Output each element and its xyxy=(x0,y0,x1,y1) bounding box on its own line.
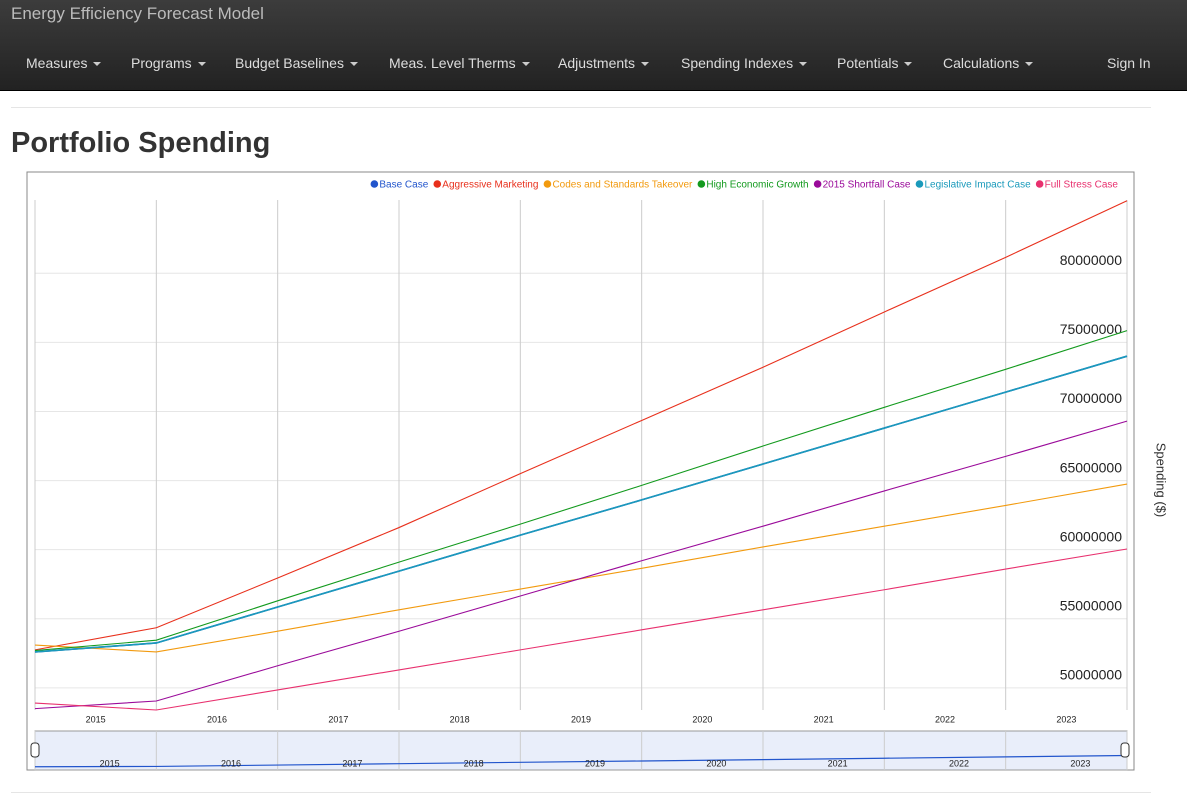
x-tick-label: 2019 xyxy=(571,714,591,724)
legend-label: 2015 Shortfall Case xyxy=(823,180,911,191)
menu-item[interactable]: Potentials xyxy=(837,55,912,71)
divider xyxy=(11,107,1151,108)
x-tick-label: 2022 xyxy=(935,714,955,724)
y-axis-label: Spending ($) xyxy=(1154,443,1169,517)
sign-in[interactable]: Sign In xyxy=(1107,55,1151,71)
range-handle[interactable] xyxy=(1120,742,1130,758)
x-tick-label: 2016 xyxy=(207,714,227,724)
range-tick-label: 2016 xyxy=(221,758,241,768)
range-tick-label: 2021 xyxy=(828,758,848,768)
y-tick-label: 65000000 xyxy=(1060,459,1123,475)
range-line xyxy=(34,754,1128,768)
navbar: Energy Efficiency Forecast Model Measure… xyxy=(0,0,1187,91)
range-tick-label: 2017 xyxy=(342,758,362,768)
series-line xyxy=(34,200,1128,651)
y-tick-label: 75000000 xyxy=(1060,321,1123,337)
y-tick-label: 50000000 xyxy=(1060,667,1123,683)
range-tick-label: 2019 xyxy=(585,758,605,768)
legend-dot xyxy=(370,180,379,188)
legend-dot xyxy=(1035,180,1044,188)
x-tick-label: 2015 xyxy=(86,714,106,724)
menu-item[interactable]: Budget Baselines xyxy=(235,55,358,71)
legend-dot xyxy=(543,180,552,188)
x-tick-label: 2023 xyxy=(1056,714,1076,724)
menu-item[interactable]: Measures xyxy=(26,55,101,71)
legend-dot xyxy=(915,180,924,188)
range-tick-label: 2018 xyxy=(464,758,484,768)
series-line xyxy=(34,355,1128,653)
range-tick-label: 2022 xyxy=(949,758,969,768)
x-tick-label: 2021 xyxy=(814,714,834,724)
legend-label: Codes and Standards Takeover xyxy=(552,180,693,191)
range-tick-label: 2020 xyxy=(706,758,726,768)
menu-item[interactable]: Adjustments xyxy=(558,55,649,71)
chart-frame xyxy=(26,171,1135,771)
y-tick-label: 55000000 xyxy=(1060,597,1123,613)
legend-label: Base Case xyxy=(379,180,428,191)
menu-item[interactable]: Programs xyxy=(131,55,206,71)
x-tick-label: 2020 xyxy=(692,714,712,724)
legend-dot xyxy=(813,180,822,188)
legend-dot xyxy=(433,180,442,188)
legend-label: Aggressive Marketing xyxy=(442,180,538,191)
y-tick-label: 70000000 xyxy=(1060,390,1123,406)
legend-dot xyxy=(697,180,706,188)
menu-item[interactable]: Meas. Level Therms xyxy=(389,55,530,71)
menu-item[interactable]: Calculations xyxy=(943,55,1033,71)
range-selector xyxy=(34,730,1128,771)
x-tick-label: 2017 xyxy=(328,714,348,724)
range-tick-label: 2015 xyxy=(100,758,120,768)
legend-label: Full Stress Case xyxy=(1045,180,1119,191)
series-line xyxy=(34,548,1128,711)
menu-item[interactable]: Spending Indexes xyxy=(681,55,807,71)
divider xyxy=(11,792,1151,793)
range-handle[interactable] xyxy=(30,742,40,758)
series-line xyxy=(34,420,1128,710)
series-line xyxy=(34,330,1128,652)
y-tick-label: 80000000 xyxy=(1060,252,1123,268)
legend-label: Legislative Impact Case xyxy=(924,180,1031,191)
legend-label: High Economic Growth xyxy=(706,180,808,191)
range-tick-label: 2023 xyxy=(1070,758,1090,768)
x-tick-label: 2018 xyxy=(450,714,470,724)
brand[interactable]: Energy Efficiency Forecast Model xyxy=(11,4,264,23)
page-heading: Portfolio Spending xyxy=(11,127,271,159)
y-tick-label: 60000000 xyxy=(1060,528,1123,544)
